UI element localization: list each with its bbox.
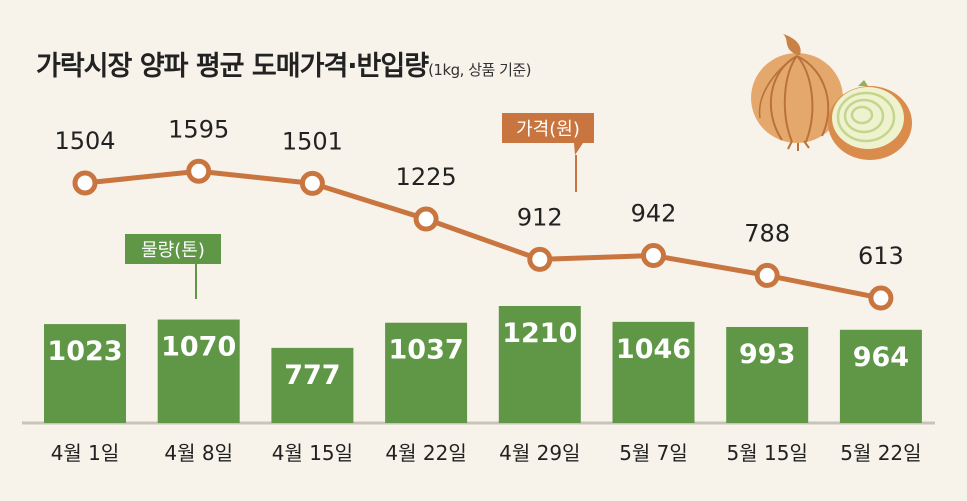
price-value-label: 912 — [517, 203, 563, 231]
price-value-label: 788 — [744, 219, 790, 247]
bar-volume — [271, 347, 354, 423]
price-point — [527, 246, 553, 272]
price-value-label: 1501 — [282, 127, 343, 155]
price-value-label: 613 — [858, 242, 904, 270]
bar-volume — [44, 324, 126, 423]
bar-value-label: 993 — [739, 339, 795, 370]
price-value-label: 1504 — [54, 127, 115, 155]
bar-volume — [839, 329, 922, 423]
bar-value-label: 964 — [853, 342, 909, 373]
x-tick-label: 4월 15일 — [272, 441, 353, 465]
bar-value-label: 1037 — [389, 335, 464, 366]
bar-value-label: 1023 — [47, 336, 122, 367]
legend-volume-label: 물량(톤) — [141, 240, 205, 261]
price-point — [299, 170, 325, 196]
legend-price-tag — [502, 113, 594, 155]
price-point — [72, 170, 98, 196]
price-value-label: 1595 — [168, 115, 229, 143]
price-point — [186, 158, 212, 184]
bar-volume — [157, 319, 240, 423]
bar-value-label: 1070 — [161, 332, 236, 363]
price-line — [84, 168, 882, 301]
price-point — [641, 243, 666, 269]
price-value-label: 942 — [631, 200, 677, 228]
x-tick-label: 4월 1일 — [51, 441, 120, 465]
x-tick-label: 4월 8일 — [164, 441, 233, 465]
chart-title-block: 가락시장 양파 평균 도매가격·반입량(1kg, 상품 기준) — [36, 44, 532, 83]
x-tick-label: 4월 22일 — [385, 441, 466, 465]
bar-value-label: 777 — [284, 360, 340, 391]
x-tick-label: 4월 29일 — [499, 441, 580, 465]
x-tick-label: 5월 7일 — [619, 441, 688, 465]
bar-volume — [498, 305, 581, 423]
legend-volume-tag — [125, 234, 221, 299]
legend-price-label: 가격(원) — [516, 119, 580, 140]
bar-volume — [612, 321, 695, 423]
bar-value-label: 1210 — [502, 318, 577, 349]
bar-volume — [726, 326, 809, 423]
chart-title: 가락시장 양파 평균 도매가격·반입량 — [36, 51, 429, 82]
price-value-label: 1225 — [396, 163, 457, 191]
chart-subtitle: (1kg, 상품 기준) — [428, 61, 532, 79]
price-point — [754, 262, 780, 288]
bar-volume — [385, 322, 468, 423]
bar-value-label: 1046 — [616, 334, 691, 365]
price-point — [413, 206, 439, 232]
x-tick-label: 5월 22일 — [840, 441, 921, 465]
onion-illustration-icon — [751, 34, 912, 160]
x-tick-label: 5월 15일 — [727, 441, 808, 465]
price-point — [868, 285, 894, 311]
